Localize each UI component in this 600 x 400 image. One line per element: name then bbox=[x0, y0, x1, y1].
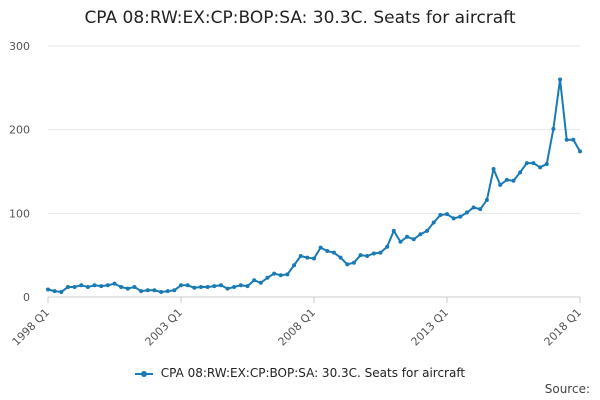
data-point[interactable] bbox=[458, 214, 463, 219]
data-point[interactable] bbox=[252, 278, 257, 283]
data-point[interactable] bbox=[72, 284, 77, 289]
data-point[interactable] bbox=[518, 170, 523, 175]
data-point[interactable] bbox=[338, 255, 343, 260]
data-point[interactable] bbox=[218, 283, 223, 288]
data-point[interactable] bbox=[232, 284, 237, 289]
data-point[interactable] bbox=[52, 289, 57, 294]
data-point[interactable] bbox=[445, 212, 449, 217]
data-point[interactable] bbox=[132, 284, 137, 289]
data-point[interactable] bbox=[59, 289, 64, 294]
data-point[interactable] bbox=[225, 286, 230, 291]
data-point[interactable] bbox=[438, 213, 443, 218]
data-point[interactable] bbox=[431, 220, 436, 225]
data-point[interactable] bbox=[85, 284, 90, 289]
legend-label: CPA 08:RW:EX:CP:BOP:SA: 30.3C. Seats for… bbox=[160, 366, 466, 380]
data-point[interactable] bbox=[205, 284, 210, 289]
x-tick-label: 2018 Q1 bbox=[542, 306, 585, 349]
data-point[interactable] bbox=[245, 284, 250, 289]
chart-title: CPA 08:RW:EX:CP:BOP:SA: 30.3C. Seats for… bbox=[84, 8, 516, 28]
data-point[interactable] bbox=[46, 287, 50, 292]
data-point[interactable] bbox=[278, 273, 283, 278]
data-point[interactable] bbox=[165, 289, 170, 294]
data-point[interactable] bbox=[345, 262, 350, 267]
data-point[interactable] bbox=[411, 237, 416, 242]
data-point[interactable] bbox=[531, 161, 536, 166]
data-point[interactable] bbox=[185, 283, 190, 288]
data-point[interactable] bbox=[318, 245, 323, 250]
data-point[interactable] bbox=[179, 283, 183, 288]
data-point[interactable] bbox=[105, 283, 110, 288]
x-tick-label: 2003 Q1 bbox=[143, 306, 186, 349]
data-point[interactable] bbox=[425, 228, 430, 233]
data-point[interactable] bbox=[578, 149, 582, 154]
data-point[interactable] bbox=[152, 288, 157, 293]
data-point[interactable] bbox=[212, 284, 217, 289]
data-point[interactable] bbox=[511, 178, 516, 183]
legend-swatch-icon bbox=[134, 369, 153, 379]
legend[interactable]: CPA 08:RW:EX:CP:BOP:SA: 30.3C. Seats for… bbox=[0, 366, 600, 380]
data-point[interactable] bbox=[192, 285, 197, 290]
data-point[interactable] bbox=[198, 284, 203, 289]
data-point[interactable] bbox=[312, 256, 316, 261]
series-group bbox=[46, 77, 582, 294]
data-point[interactable] bbox=[491, 166, 496, 171]
data-point[interactable] bbox=[571, 137, 576, 142]
data-point[interactable] bbox=[371, 251, 376, 256]
x-tick-label: 1998 Q1 bbox=[10, 306, 53, 349]
data-point[interactable] bbox=[92, 283, 97, 288]
data-point[interactable] bbox=[272, 271, 277, 276]
data-point[interactable] bbox=[418, 232, 423, 237]
data-point[interactable] bbox=[159, 289, 164, 294]
data-point[interactable] bbox=[478, 207, 483, 212]
data-point[interactable] bbox=[558, 77, 563, 82]
data-point[interactable] bbox=[331, 250, 336, 255]
data-point[interactable] bbox=[538, 165, 543, 170]
data-point[interactable] bbox=[378, 250, 383, 255]
data-point[interactable] bbox=[172, 288, 177, 293]
data-point[interactable] bbox=[398, 239, 403, 244]
y-tick-label: 200 bbox=[9, 124, 30, 137]
data-point[interactable] bbox=[524, 161, 529, 166]
data-point[interactable] bbox=[544, 161, 549, 166]
data-point[interactable] bbox=[405, 234, 410, 239]
data-point[interactable] bbox=[484, 197, 489, 202]
data-point[interactable] bbox=[451, 216, 456, 221]
data-point[interactable] bbox=[298, 254, 303, 259]
data-point[interactable] bbox=[139, 289, 144, 294]
source-label: Source: bbox=[544, 382, 590, 396]
x-tick-label: 2013 Q1 bbox=[409, 306, 452, 349]
data-point[interactable] bbox=[464, 210, 469, 215]
data-point[interactable] bbox=[365, 254, 370, 259]
y-tick-label: 300 bbox=[9, 40, 30, 53]
data-point[interactable] bbox=[385, 244, 390, 249]
data-point[interactable] bbox=[79, 283, 84, 288]
x-tick-label: 2008 Q1 bbox=[276, 306, 319, 349]
data-point[interactable] bbox=[265, 275, 270, 280]
data-point[interactable] bbox=[292, 263, 297, 268]
y-tick-label: 0 bbox=[23, 291, 30, 304]
data-point[interactable] bbox=[551, 126, 556, 131]
y-axis: 0 100 200 300 bbox=[9, 40, 30, 304]
data-point[interactable] bbox=[351, 260, 356, 265]
data-point[interactable] bbox=[258, 280, 263, 285]
data-point[interactable] bbox=[238, 283, 243, 288]
data-point[interactable] bbox=[125, 286, 130, 291]
data-point[interactable] bbox=[498, 182, 503, 187]
data-point[interactable] bbox=[285, 272, 290, 277]
data-point[interactable] bbox=[358, 253, 363, 258]
data-point[interactable] bbox=[504, 177, 509, 182]
data-point[interactable] bbox=[145, 288, 150, 293]
data-point[interactable] bbox=[119, 284, 124, 289]
data-point[interactable] bbox=[112, 281, 117, 286]
x-axis: 1998 Q1 2003 Q1 2008 Q1 2013 Q1 2018 Q1 bbox=[10, 297, 585, 349]
data-point[interactable] bbox=[391, 228, 396, 233]
data-point[interactable] bbox=[65, 284, 70, 289]
data-point[interactable] bbox=[564, 137, 569, 142]
data-point[interactable] bbox=[305, 255, 310, 260]
data-point[interactable] bbox=[471, 205, 476, 210]
data-point[interactable] bbox=[325, 248, 330, 253]
data-point[interactable] bbox=[99, 284, 104, 289]
y-tick-label: 100 bbox=[9, 207, 30, 220]
